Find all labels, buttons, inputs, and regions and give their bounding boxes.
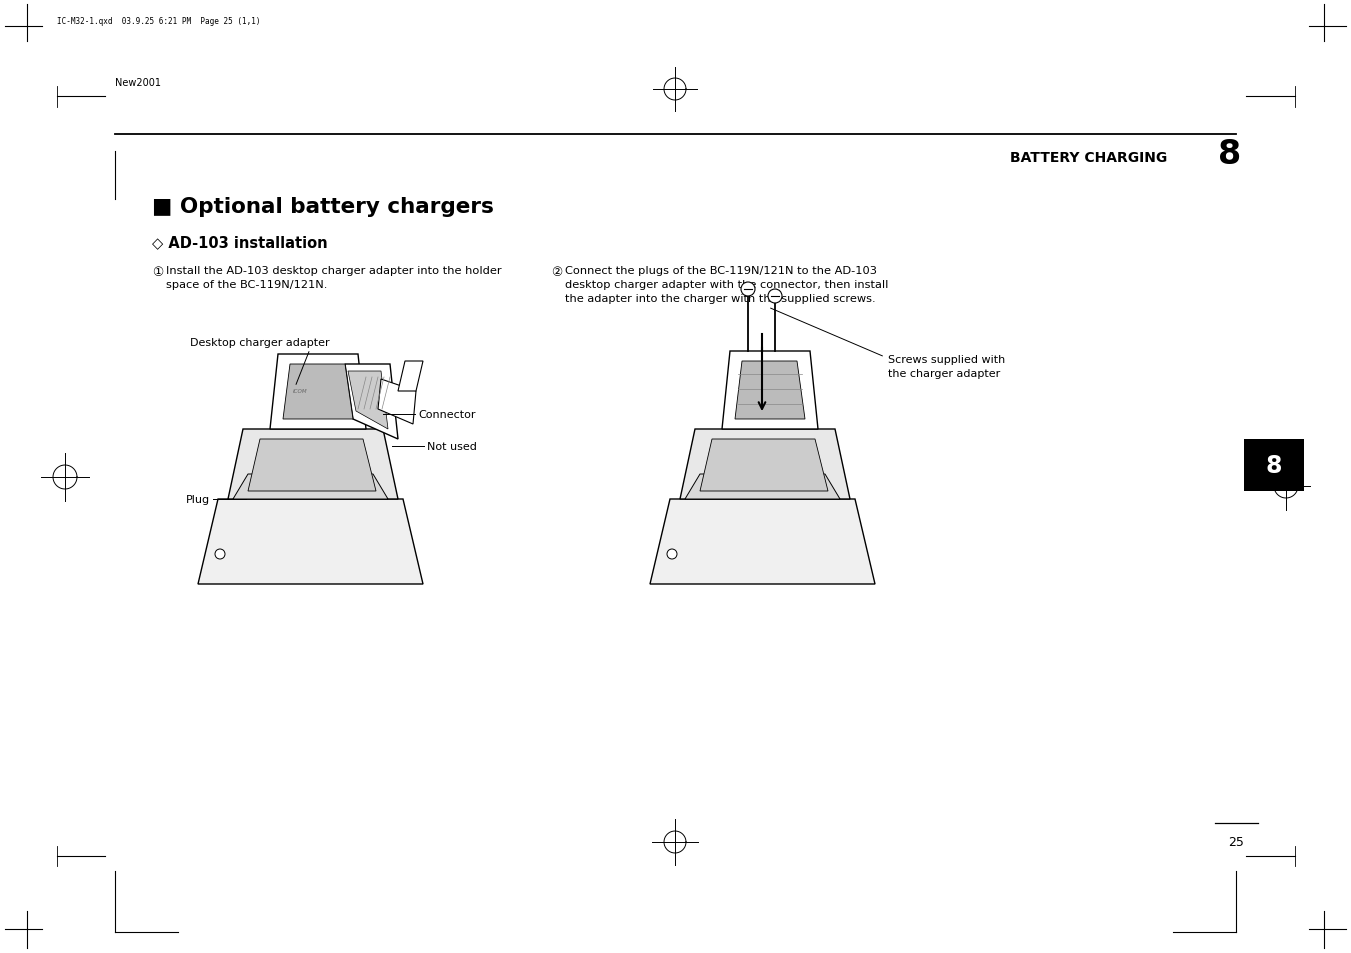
Circle shape bbox=[740, 283, 755, 296]
Text: Install the AD-103 desktop charger adapter into the holder
space of the BC-119N/: Install the AD-103 desktop charger adapt… bbox=[166, 266, 501, 290]
Text: Connector: Connector bbox=[417, 410, 476, 419]
Text: ②: ② bbox=[551, 266, 562, 278]
Text: 25: 25 bbox=[1228, 835, 1244, 848]
Polygon shape bbox=[270, 355, 366, 430]
Polygon shape bbox=[232, 475, 388, 499]
Polygon shape bbox=[199, 499, 423, 584]
Text: ■ Optional battery chargers: ■ Optional battery chargers bbox=[153, 196, 494, 216]
Polygon shape bbox=[735, 361, 805, 419]
Polygon shape bbox=[345, 365, 399, 439]
Text: Connect the plugs of the BC-119N/121N to the AD-103
desktop charger adapter with: Connect the plugs of the BC-119N/121N to… bbox=[565, 266, 889, 304]
Polygon shape bbox=[378, 379, 416, 424]
Text: Desktop charger adapter: Desktop charger adapter bbox=[190, 337, 330, 348]
Text: ◇ AD-103 installation: ◇ AD-103 installation bbox=[153, 235, 328, 251]
Bar bbox=[1244, 439, 1304, 492]
Text: 8: 8 bbox=[1266, 454, 1282, 477]
Polygon shape bbox=[650, 499, 875, 584]
Text: ICOM: ICOM bbox=[293, 389, 307, 395]
Polygon shape bbox=[249, 439, 376, 492]
Polygon shape bbox=[680, 430, 850, 499]
Text: Not used: Not used bbox=[427, 441, 477, 452]
Polygon shape bbox=[721, 352, 817, 430]
Circle shape bbox=[767, 290, 782, 304]
Circle shape bbox=[667, 550, 677, 559]
Text: BATTERY CHARGING: BATTERY CHARGING bbox=[1011, 151, 1167, 165]
Polygon shape bbox=[700, 439, 828, 492]
Text: Plug: Plug bbox=[186, 495, 209, 504]
Circle shape bbox=[215, 550, 226, 559]
Polygon shape bbox=[399, 361, 423, 392]
Polygon shape bbox=[685, 475, 840, 499]
Polygon shape bbox=[349, 372, 388, 430]
Text: 8: 8 bbox=[1219, 138, 1242, 172]
Text: IC-M32-1.qxd  03.9.25 6:21 PM  Page 25 (1,1): IC-M32-1.qxd 03.9.25 6:21 PM Page 25 (1,… bbox=[57, 17, 261, 27]
Polygon shape bbox=[282, 365, 353, 419]
Text: New2001: New2001 bbox=[115, 78, 161, 88]
Polygon shape bbox=[228, 430, 399, 499]
Text: ①: ① bbox=[153, 266, 163, 278]
Text: Screws supplied with
the charger adapter: Screws supplied with the charger adapter bbox=[888, 355, 1005, 378]
